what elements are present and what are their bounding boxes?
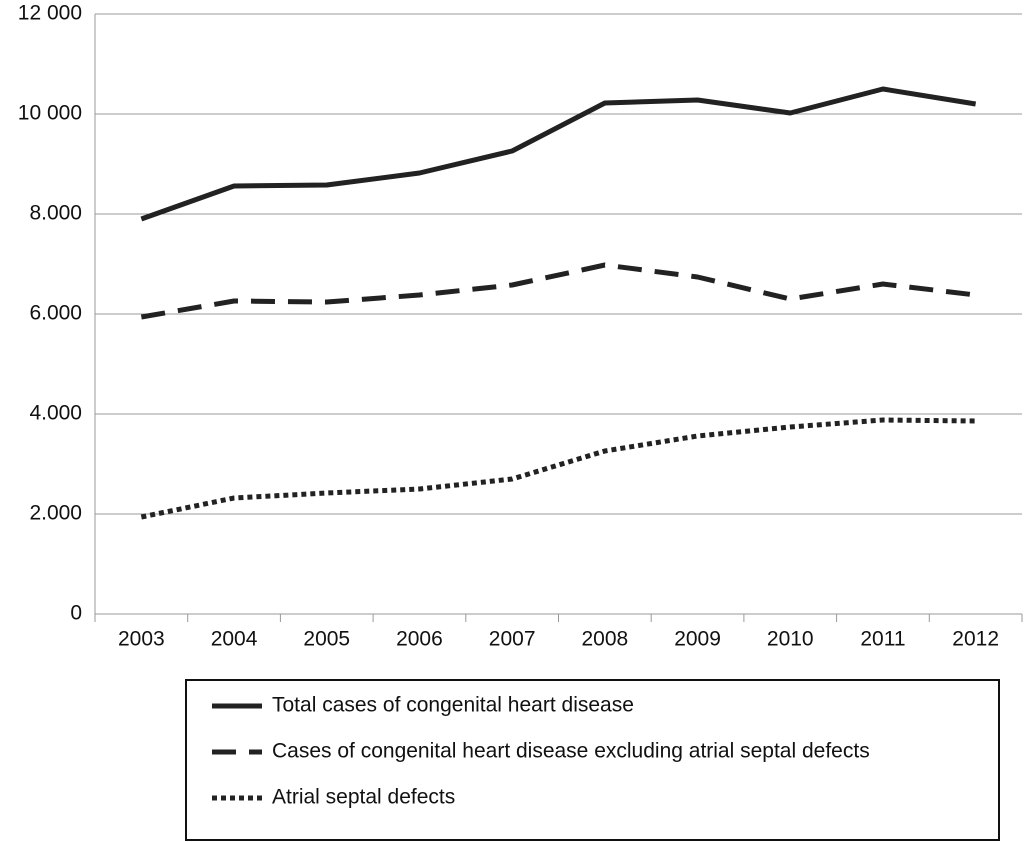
- y-tick-label: 6.000: [29, 302, 82, 325]
- x-tick-label: 2012: [952, 628, 999, 651]
- y-tick-label: 0: [70, 602, 82, 625]
- series-line: [140, 262, 976, 320]
- y-tick-label: 8.000: [29, 202, 82, 225]
- x-tick-label: 2011: [860, 628, 905, 651]
- x-tick-label: 2008: [581, 628, 628, 651]
- x-tick-label: 2009: [674, 628, 721, 651]
- x-tick-label: 2005: [303, 628, 350, 651]
- legend-box: [185, 679, 1000, 841]
- y-tick-label: 10 000: [18, 102, 82, 125]
- series-line: [140, 86, 977, 222]
- y-tick-label: 2.000: [29, 502, 82, 525]
- x-tick-label: 2004: [211, 628, 258, 651]
- x-tick-label: 2003: [118, 628, 165, 651]
- legend-label: Total cases of congenital heart disease: [272, 694, 634, 717]
- y-tick-label: 4.000: [29, 402, 82, 425]
- legend-label: Cases of congenital heart disease exclud…: [272, 740, 870, 763]
- legend-label: Atrial septal defects: [272, 786, 455, 809]
- y-tick-label: 12 000: [18, 2, 82, 25]
- x-tick-label: 2007: [489, 628, 536, 651]
- series-line: [140, 417, 976, 520]
- x-tick-label: 2010: [767, 628, 814, 651]
- x-tick-label: 2006: [396, 628, 443, 651]
